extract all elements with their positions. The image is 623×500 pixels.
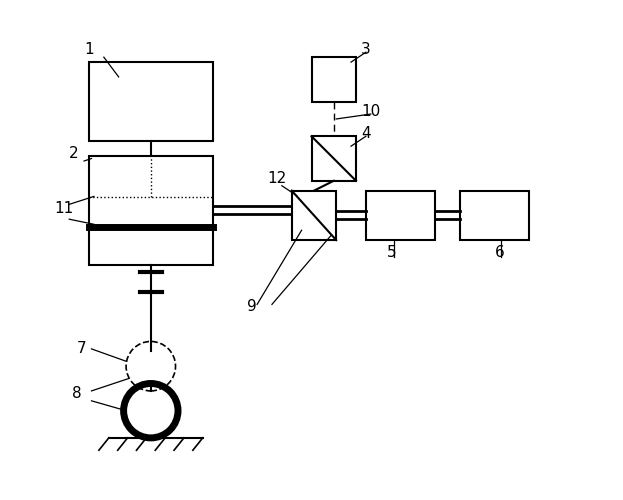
Text: 3: 3 <box>361 42 371 57</box>
Text: 7: 7 <box>77 342 86 356</box>
Bar <box>89 156 212 265</box>
Bar <box>460 190 529 240</box>
Text: 10: 10 <box>361 104 380 119</box>
Text: 2: 2 <box>69 146 79 161</box>
Text: 1: 1 <box>84 42 93 57</box>
Text: 12: 12 <box>267 170 286 186</box>
Text: 6: 6 <box>495 245 504 260</box>
Bar <box>89 62 212 141</box>
Text: 4: 4 <box>361 126 371 141</box>
Text: 9: 9 <box>247 300 257 314</box>
Bar <box>292 190 336 240</box>
Bar <box>312 136 356 181</box>
Bar <box>312 57 356 102</box>
Bar <box>366 190 435 240</box>
Text: 8: 8 <box>72 386 82 401</box>
Text: 11: 11 <box>54 201 74 216</box>
Text: 5: 5 <box>387 245 396 260</box>
